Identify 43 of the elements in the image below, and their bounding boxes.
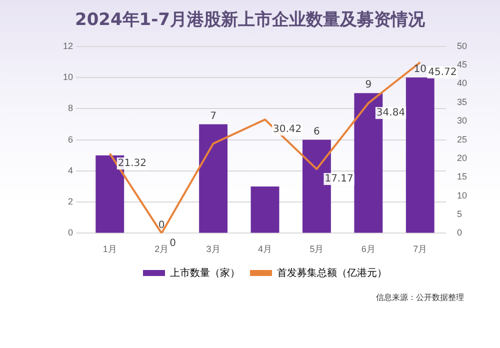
y2-tick-label: 25 [456,134,468,144]
x-tick-label: 4月 [258,244,272,254]
y-tick-label: 0 [68,228,74,238]
data-label: 0 [158,220,165,231]
x-tick-label: 6月 [361,244,376,254]
data-label: 10 [414,64,426,76]
y-tick-label: 10 [62,72,74,82]
y2-tick-label: 20 [456,152,468,163]
data-label: 9 [365,80,372,91]
y2-tick-label: 50 [456,40,468,51]
data-label: 7 [210,110,216,122]
bar [250,186,280,233]
data-label: 30.42 [273,124,302,136]
data-label: 6 [314,126,320,138]
y2-tick-label: 10 [456,190,468,200]
y2-tick-label: 5 [456,209,462,220]
data-label: 45.72 [428,66,457,78]
x-tick-label: 5月 [310,244,324,254]
y-tick-label: 12 [62,40,74,51]
text: 信息来源：公开数据整理 [376,292,464,303]
legend-label: 上市数量（家） [170,266,240,279]
data-label: 21.32 [118,158,147,170]
x-tick-label: 3月 [206,244,220,254]
x-tick-label: 2月 [154,244,169,254]
y-tick-label: 8 [68,103,74,114]
x-tick-label: 7月 [413,244,428,254]
y2-tick-label: 35 [456,96,468,107]
legend-label: 首发募集总额（亿港元） [277,266,387,279]
chart-title: 2024年1-7月港股新上市企业数量及募资情况 [74,9,426,31]
y2-tick-label: 40 [456,78,468,88]
y2-tick-label: 0 [456,228,462,238]
x-tick-label: 1月 [102,244,117,254]
y2-tick-label: 45 [456,60,468,70]
bar [406,78,434,233]
y2-tick-label: 15 [456,172,468,182]
y-tick-label: 6 [68,134,74,144]
y2-tick-label: 30 [456,116,468,126]
bar [199,124,228,233]
data-label: 0 [170,238,176,249]
data-label: 34.84 [376,108,406,119]
data-label: 17.17 [324,174,354,185]
y-tick-label: 4 [68,165,74,176]
y-tick-label: 2 [68,196,74,207]
